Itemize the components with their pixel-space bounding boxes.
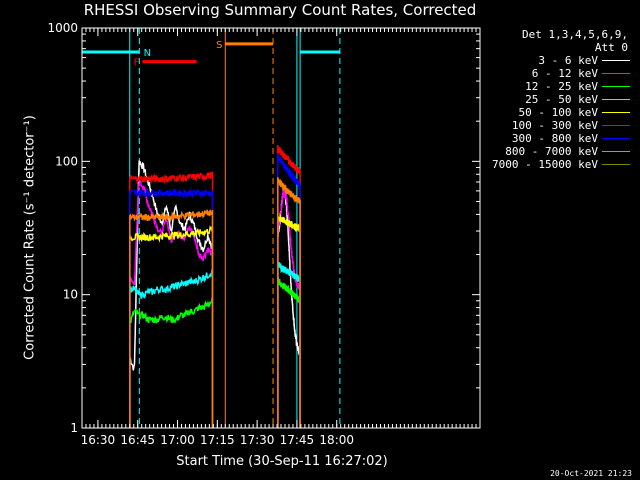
legend-swatch — [602, 86, 630, 87]
series-line-3 — [129, 269, 214, 428]
chart-title: RHESSI Observing Summary Count Rates, Co… — [83, 1, 477, 19]
y-tick-label: 100 — [55, 154, 78, 168]
series-line-1 — [277, 188, 301, 428]
series-line-4 — [277, 212, 301, 428]
legend-item: 12 - 25 keV — [484, 80, 634, 93]
x-tick-label: 17:15 — [200, 433, 235, 447]
series-line-7 — [277, 177, 301, 428]
legend-swatch — [602, 125, 630, 126]
legend-label: 100 - 300 keV — [511, 119, 598, 132]
legend-header-line1: Det 1,3,4,5,6,9, — [522, 28, 628, 41]
legend-swatch — [602, 99, 630, 100]
x-tick-label: 17:00 — [160, 433, 195, 447]
legend-header-line2: Att 0 — [594, 41, 628, 54]
plot-frame — [81, 27, 481, 429]
series-line-2 — [129, 295, 214, 428]
series-line-6 — [129, 187, 214, 428]
annotation-label-S: S — [216, 40, 222, 51]
series-line-3 — [277, 261, 301, 428]
x-tick-label: 17:45 — [280, 433, 315, 447]
legend-swatch — [602, 112, 630, 113]
annotation-label-N: N — [144, 48, 151, 59]
legend-swatch — [602, 164, 630, 165]
legend-swatch — [602, 60, 630, 61]
legend-label: 7000 - 15000 keV — [492, 158, 598, 171]
annotation-bars: FN S — [134, 40, 274, 69]
series-line-7 — [129, 209, 214, 428]
axes — [81, 27, 481, 429]
legend-label: 6 - 12 keV — [531, 67, 598, 80]
series-line-2 — [277, 276, 301, 428]
series-line-0 — [129, 160, 214, 428]
timestamp: 20-Oct-2021 21:23 — [550, 469, 632, 478]
legend-item: 50 - 100 keV — [484, 106, 634, 119]
legend-item: 100 - 300 keV — [484, 119, 634, 132]
legend-item: 800 - 7000 keV — [484, 145, 634, 158]
x-axis-label: Start Time (30-Sep-11 16:27:02) — [176, 454, 388, 469]
legend-item: 300 - 800 keV — [484, 132, 634, 145]
y-tick-label: 1 — [70, 421, 78, 435]
legend-label: 3 - 6 keV — [538, 54, 598, 67]
y-tick-label: 1000 — [47, 21, 78, 35]
legend-item: 6 - 12 keV — [484, 67, 634, 80]
series-line-1 — [129, 180, 214, 428]
legend-swatch — [602, 73, 630, 74]
x-tick-label: 17:30 — [240, 433, 275, 447]
y-axis-label: Corrected Count Rate (s⁻¹ detector⁻¹) — [22, 115, 38, 360]
legend-item: 3 - 6 keV — [484, 54, 634, 67]
legend-item: 7000 - 15000 keV — [484, 158, 634, 171]
legend: Det 1,3,4,5,6,9, Att 0 3 - 6 keV 6 - 12 k… — [484, 28, 634, 171]
legend-label: 12 - 25 keV — [525, 80, 598, 93]
legend-swatch — [602, 138, 630, 139]
legend-label: 300 - 800 keV — [511, 132, 598, 145]
legend-label: 25 - 50 keV — [525, 93, 598, 106]
series-line-5 — [129, 170, 214, 428]
y-tick-label: 10 — [63, 288, 78, 302]
tick-labels: 1 10 100 1000 16:30 16:45 17:00 17:15 17:30 17:45… — [47, 21, 354, 447]
legend-label: 800 - 7000 keV — [505, 145, 598, 158]
x-tick-label: 18:00 — [319, 433, 354, 447]
series-line-4 — [129, 225, 214, 428]
series-line-5 — [277, 145, 301, 428]
x-tick-label: 16:30 — [81, 433, 116, 447]
legend-swatch — [602, 151, 630, 152]
legend-item: 25 - 50 keV — [484, 93, 634, 106]
series-line-6 — [277, 153, 301, 428]
x-tick-label: 16:45 — [120, 433, 155, 447]
series-lines — [129, 145, 301, 428]
annotation-label-F: F — [134, 58, 140, 69]
legend-label: 50 - 100 keV — [518, 106, 598, 119]
